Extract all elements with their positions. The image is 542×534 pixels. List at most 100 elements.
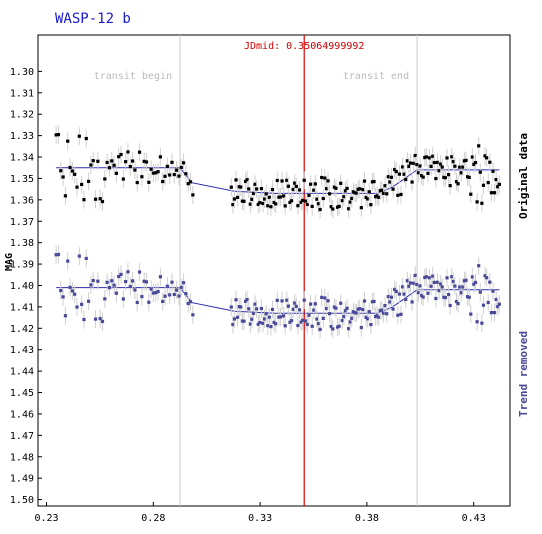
data-point bbox=[91, 278, 95, 283]
data-point bbox=[82, 317, 86, 322]
data-point bbox=[321, 316, 325, 320]
series-label-original: Original data bbox=[517, 133, 530, 219]
data-point bbox=[247, 187, 251, 191]
data-point bbox=[270, 187, 275, 192]
data-point bbox=[56, 133, 61, 137]
data-point bbox=[107, 166, 112, 170]
data-point bbox=[481, 303, 486, 307]
data-point bbox=[480, 321, 484, 325]
data-point bbox=[491, 289, 495, 293]
data-point bbox=[340, 199, 344, 203]
data-point bbox=[318, 327, 322, 331]
y-tick-label: 1.31 bbox=[10, 88, 34, 99]
data-point bbox=[383, 304, 387, 308]
data-point bbox=[464, 278, 468, 282]
data-point bbox=[366, 317, 370, 321]
data-point bbox=[434, 176, 438, 181]
data-point bbox=[181, 161, 186, 165]
data-point bbox=[156, 289, 160, 294]
data-point bbox=[461, 285, 465, 289]
data-point bbox=[177, 294, 181, 298]
data-point bbox=[86, 179, 91, 184]
y-tick-label: 1.49 bbox=[10, 474, 34, 485]
data-point bbox=[89, 283, 93, 287]
data-point bbox=[394, 289, 398, 294]
data-point bbox=[407, 284, 411, 288]
data-point bbox=[54, 253, 58, 257]
data-point bbox=[170, 160, 174, 164]
data-point bbox=[308, 302, 313, 306]
data-point bbox=[158, 275, 163, 279]
data-point bbox=[396, 313, 400, 317]
data-point bbox=[258, 201, 262, 205]
data-point bbox=[492, 191, 497, 195]
x-tick-label: 0.43 bbox=[462, 513, 486, 524]
data-point bbox=[316, 322, 321, 326]
y-tick-label: 1.36 bbox=[10, 195, 34, 206]
data-point bbox=[427, 276, 432, 280]
data-point bbox=[172, 172, 176, 177]
data-point bbox=[407, 164, 411, 168]
data-point bbox=[234, 178, 238, 182]
data-point bbox=[232, 317, 237, 321]
data-point bbox=[248, 322, 252, 326]
data-point bbox=[394, 169, 398, 174]
data-point bbox=[340, 318, 344, 323]
data-point bbox=[56, 252, 61, 257]
data-point bbox=[114, 291, 118, 295]
data-point bbox=[68, 165, 72, 170]
data-point bbox=[377, 195, 381, 199]
data-point bbox=[402, 172, 406, 176]
data-point bbox=[408, 281, 413, 285]
data-point bbox=[177, 174, 181, 178]
data-point bbox=[163, 174, 167, 178]
data-point bbox=[261, 201, 265, 206]
data-point bbox=[245, 298, 249, 302]
data-point bbox=[264, 312, 268, 316]
data-point bbox=[170, 280, 174, 284]
data-point bbox=[234, 298, 238, 302]
data-point bbox=[313, 182, 317, 186]
data-point bbox=[161, 299, 165, 304]
data-point bbox=[464, 158, 468, 162]
data-point bbox=[343, 309, 348, 313]
data-point bbox=[323, 296, 327, 300]
data-point bbox=[307, 313, 311, 317]
data-point bbox=[266, 324, 270, 328]
transit-end-label: transit end bbox=[343, 71, 409, 82]
data-point bbox=[328, 312, 332, 316]
data-point bbox=[301, 198, 305, 203]
data-point bbox=[312, 188, 316, 192]
data-point bbox=[367, 190, 371, 194]
data-point bbox=[427, 156, 432, 160]
data-point bbox=[347, 207, 351, 211]
data-point bbox=[434, 296, 438, 301]
data-point bbox=[184, 172, 188, 176]
data-point bbox=[144, 280, 149, 284]
data-point bbox=[239, 305, 243, 309]
data-point bbox=[421, 295, 425, 299]
data-point bbox=[389, 175, 394, 179]
data-point bbox=[377, 315, 381, 319]
data-point bbox=[294, 184, 298, 189]
data-point bbox=[432, 280, 436, 285]
data-point bbox=[84, 256, 88, 261]
data-point bbox=[354, 191, 359, 195]
data-point bbox=[168, 293, 172, 297]
data-point bbox=[126, 270, 130, 274]
data-point bbox=[359, 206, 363, 210]
data-point bbox=[312, 308, 316, 312]
data-point bbox=[331, 327, 335, 331]
data-point bbox=[256, 322, 260, 326]
data-point bbox=[278, 195, 283, 199]
data-point bbox=[250, 317, 254, 321]
data-point bbox=[140, 175, 144, 179]
data-point bbox=[293, 301, 297, 305]
data-point bbox=[410, 180, 414, 184]
data-point bbox=[415, 282, 419, 287]
data-point bbox=[305, 322, 310, 326]
data-point bbox=[289, 199, 294, 203]
data-point bbox=[75, 185, 79, 189]
data-point bbox=[137, 150, 142, 154]
data-point bbox=[400, 285, 405, 289]
